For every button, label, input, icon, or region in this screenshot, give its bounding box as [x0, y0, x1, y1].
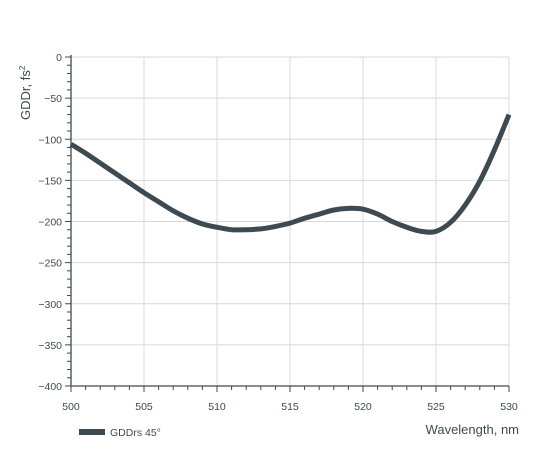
x-tick-label: 520	[354, 401, 372, 413]
y-tick-label: −300	[38, 299, 62, 311]
legend-label: GDDrs 45°	[110, 427, 161, 439]
legend: GDDrs 45°	[79, 427, 161, 439]
y-tick-label: −350	[38, 340, 62, 352]
y-tick-label: −150	[38, 175, 62, 187]
x-tick-label: 530	[500, 401, 518, 413]
x-axis-ticks: 500 505 510 515 520 525 530	[62, 386, 518, 413]
y-axis-title-superscript: 2	[18, 65, 27, 70]
grid	[71, 56, 510, 386]
y-axis-ticks: 0 −50 −100 −150 −200 −250 −300 −350 −400	[38, 52, 71, 393]
series-line	[69, 113, 512, 235]
x-tick-label: 510	[208, 401, 226, 413]
series-lines	[69, 113, 512, 235]
y-tick-label: −100	[38, 134, 62, 146]
y-tick-label: −50	[44, 93, 62, 105]
x-tick-label: 500	[62, 401, 80, 413]
y-axis-title-base: GDDr, fs	[18, 70, 33, 120]
y-tick-label: 0	[56, 52, 62, 64]
x-tick-label: 515	[281, 401, 299, 413]
y-tick-label: −400	[38, 381, 62, 393]
x-tick-label: 525	[427, 401, 445, 413]
x-tick-label: 505	[135, 401, 153, 413]
y-axis-title: GDDr, fs2	[18, 65, 33, 120]
x-axis-title: Wavelength, nm	[426, 422, 519, 437]
y-tick-label: −250	[38, 258, 62, 270]
y-tick-label: −200	[38, 217, 62, 229]
legend-swatch	[79, 429, 105, 435]
